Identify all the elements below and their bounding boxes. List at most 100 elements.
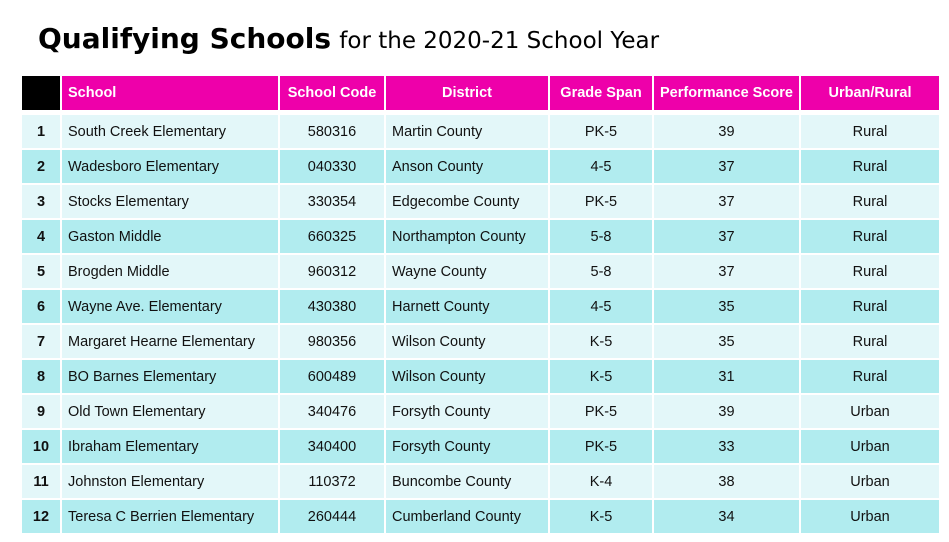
- cell-school-code: 330354: [280, 185, 384, 220]
- header-performance-score: Performance Score: [654, 76, 799, 110]
- cell-performance-score: 37: [654, 255, 799, 290]
- cell-district: Buncombe County: [386, 465, 548, 500]
- cell-urban-rural: Rural: [801, 255, 939, 290]
- cell-district: Cumberland County: [386, 500, 548, 535]
- table-row: 10 Ibraham Elementary 340400 Forsyth County…: [22, 430, 939, 465]
- cell-school-code: 260444: [280, 500, 384, 535]
- cell-row-number: 7: [22, 325, 60, 360]
- cell-row-number: 12: [22, 500, 60, 535]
- cell-urban-rural: Urban: [801, 465, 939, 500]
- cell-grade-span: K-5: [550, 360, 652, 395]
- cell-urban-rural: Rural: [801, 325, 939, 360]
- cell-school-name: Gaston Middle: [62, 220, 278, 255]
- cell-school-code: 110372: [280, 465, 384, 500]
- cell-urban-rural: Urban: [801, 395, 939, 430]
- cell-district: Forsyth County: [386, 395, 548, 430]
- table-row: 4 Gaston Middle 660325 Northampton County 5-…: [22, 220, 939, 255]
- header-grade-span: Grade Span: [550, 76, 652, 110]
- header-urban-rural: Urban/Rural: [801, 76, 939, 110]
- table-row: 11 Johnston Elementary 110372 Buncombe Coun…: [22, 465, 939, 500]
- cell-urban-rural: Urban: [801, 430, 939, 465]
- cell-school-name: Wadesboro Elementary: [62, 150, 278, 185]
- cell-performance-score: 34: [654, 500, 799, 535]
- table-row: 7 Margaret Hearne Elementary 980356 Wilson …: [22, 325, 939, 360]
- cell-urban-rural: Rural: [801, 290, 939, 325]
- cell-grade-span: 4-5: [550, 290, 652, 325]
- cell-grade-span: 5-8: [550, 220, 652, 255]
- cell-grade-span: PK-5: [550, 395, 652, 430]
- table-row: 5 Brogden Middle 960312 Wayne County 5-8 37 Ru…: [22, 255, 939, 290]
- header-school: School: [62, 76, 278, 110]
- cell-district: Wilson County: [386, 360, 548, 395]
- cell-row-number: 5: [22, 255, 60, 290]
- header-index: [22, 76, 60, 110]
- cell-urban-rural: Rural: [801, 150, 939, 185]
- table-row: 2 Wadesboro Elementary 040330 Anson County 4…: [22, 150, 939, 185]
- cell-school-code: 040330: [280, 150, 384, 185]
- cell-school-name: Old Town Elementary: [62, 395, 278, 430]
- cell-grade-span: K-5: [550, 325, 652, 360]
- table-row: 1 South Creek Elementary 580316 Martin Coun…: [22, 115, 939, 150]
- cell-urban-rural: Rural: [801, 185, 939, 220]
- schools-table: School School Code District Grade Span P…: [20, 76, 941, 535]
- cell-performance-score: 35: [654, 290, 799, 325]
- table-row: 9 Old Town Elementary 340476 Forsyth County…: [22, 395, 939, 430]
- title-rest: for the 2020-21 School Year: [339, 28, 660, 54]
- cell-grade-span: 5-8: [550, 255, 652, 290]
- cell-urban-rural: Rural: [801, 115, 939, 150]
- title-bold: Qualifying Schools: [38, 22, 332, 55]
- cell-district: Northampton County: [386, 220, 548, 255]
- cell-school-name: Wayne Ave. Elementary: [62, 290, 278, 325]
- cell-row-number: 9: [22, 395, 60, 430]
- cell-performance-score: 35: [654, 325, 799, 360]
- cell-school-code: 340400: [280, 430, 384, 465]
- cell-school-code: 600489: [280, 360, 384, 395]
- cell-performance-score: 39: [654, 115, 799, 150]
- cell-district: Martin County: [386, 115, 548, 150]
- cell-grade-span: PK-5: [550, 185, 652, 220]
- cell-school-code: 340476: [280, 395, 384, 430]
- cell-school-code: 980356: [280, 325, 384, 360]
- cell-grade-span: PK-5: [550, 115, 652, 150]
- cell-district: Wilson County: [386, 325, 548, 360]
- cell-school-name: Johnston Elementary: [62, 465, 278, 500]
- cell-school-code: 660325: [280, 220, 384, 255]
- cell-school-name: Margaret Hearne Elementary: [62, 325, 278, 360]
- cell-urban-rural: Rural: [801, 220, 939, 255]
- cell-school-name: South Creek Elementary: [62, 115, 278, 150]
- table-row: 6 Wayne Ave. Elementary 430380 Harnett Coun…: [22, 290, 939, 325]
- cell-row-number: 3: [22, 185, 60, 220]
- cell-row-number: 2: [22, 150, 60, 185]
- cell-school-name: Brogden Middle: [62, 255, 278, 290]
- table-row: 3 Stocks Elementary 330354 Edgecombe County…: [22, 185, 939, 220]
- cell-row-number: 4: [22, 220, 60, 255]
- cell-district: Forsyth County: [386, 430, 548, 465]
- cell-school-name: Stocks Elementary: [62, 185, 278, 220]
- cell-row-number: 1: [22, 115, 60, 150]
- cell-school-name: Ibraham Elementary: [62, 430, 278, 465]
- header-row: School School Code District Grade Span P…: [22, 76, 939, 110]
- cell-performance-score: 37: [654, 220, 799, 255]
- cell-grade-span: 4-5: [550, 150, 652, 185]
- cell-grade-span: K-4: [550, 465, 652, 500]
- cell-urban-rural: Urban: [801, 500, 939, 535]
- cell-school-name: Teresa C Berrien Elementary: [62, 500, 278, 535]
- cell-row-number: 10: [22, 430, 60, 465]
- cell-district: Harnett County: [386, 290, 548, 325]
- cell-performance-score: 31: [654, 360, 799, 395]
- cell-district: Edgecombe County: [386, 185, 548, 220]
- cell-school-code: 580316: [280, 115, 384, 150]
- page-title: Qualifying Schools for the 2020-21 Schoo…: [38, 22, 659, 55]
- cell-district: Anson County: [386, 150, 548, 185]
- cell-performance-score: 33: [654, 430, 799, 465]
- cell-performance-score: 37: [654, 150, 799, 185]
- cell-performance-score: 39: [654, 395, 799, 430]
- table-row: 12 Teresa C Berrien Elementary 260444 Cumbe…: [22, 500, 939, 535]
- cell-school-name: BO Barnes Elementary: [62, 360, 278, 395]
- header-school-code: School Code: [280, 76, 384, 110]
- cell-district: Wayne County: [386, 255, 548, 290]
- cell-performance-score: 37: [654, 185, 799, 220]
- cell-school-code: 960312: [280, 255, 384, 290]
- table-row: 8 BO Barnes Elementary 600489 Wilson County…: [22, 360, 939, 395]
- cell-school-code: 430380: [280, 290, 384, 325]
